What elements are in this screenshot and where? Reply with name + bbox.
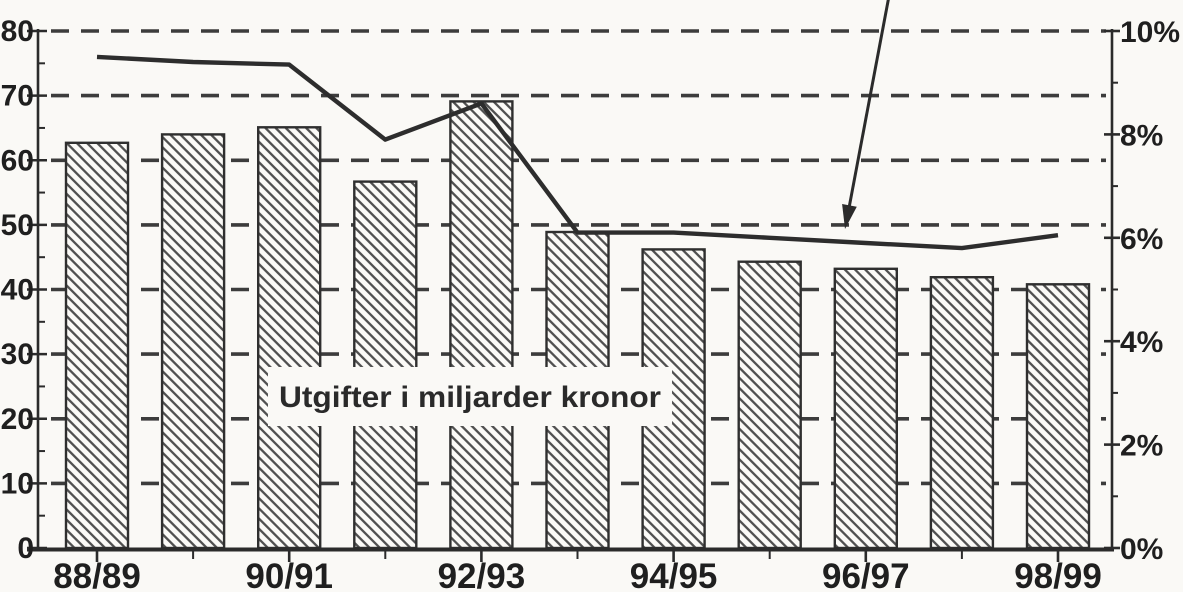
right-axis-tick-label: 0% bbox=[1120, 533, 1163, 566]
annotation-label-box: Utgifter i miljarder kronor bbox=[268, 367, 672, 426]
left-axis-tick-label: 50 bbox=[1, 209, 34, 242]
right-axis-tick-label: 8% bbox=[1120, 119, 1163, 152]
x-axis-tick-label: 96/97 bbox=[822, 557, 910, 592]
arrow-head bbox=[842, 204, 857, 229]
bar-95-96 bbox=[737, 260, 802, 550]
arrow-annotation bbox=[842, 0, 890, 229]
arrow-shaft bbox=[847, 0, 890, 211]
right-axis-tick-label: 2% bbox=[1120, 430, 1163, 463]
right-axis-tick-label: 6% bbox=[1120, 223, 1163, 256]
bar-92-93 bbox=[449, 100, 514, 550]
annotation-text: Utgifter i miljarder kronor bbox=[279, 381, 661, 414]
bar-series bbox=[64, 100, 1091, 550]
left-axis-tick-label: 10 bbox=[1, 467, 34, 500]
left-axis-tick-label: 70 bbox=[1, 80, 34, 113]
left-axis-tick-label: 30 bbox=[1, 338, 34, 371]
percent-line-series bbox=[96, 54, 1059, 251]
x-axis-tick-label: 90/91 bbox=[245, 557, 333, 592]
bar-90-91 bbox=[257, 126, 322, 550]
bar-97-98 bbox=[929, 276, 995, 550]
axes: 0 10 20 30 40 50 60 70 80 0% 2% 4% 6% 8% 10% 88/89 90/91… bbox=[1, 15, 1180, 592]
bar-98-99 bbox=[1025, 283, 1091, 550]
left-axis-tick-label: 20 bbox=[1, 403, 34, 436]
x-axis-tick-label: 98/99 bbox=[1014, 557, 1102, 592]
left-axis-tick-label: 40 bbox=[1, 274, 34, 307]
bar-91-92 bbox=[353, 180, 418, 550]
left-axis-tick-label: 0 bbox=[17, 532, 34, 565]
bar-88-89 bbox=[64, 141, 130, 550]
right-axis-tick-label: 10% bbox=[1120, 16, 1180, 49]
percent-line bbox=[96, 54, 1059, 251]
x-axis-tick-label: 94/95 bbox=[630, 557, 718, 592]
bar-96-97 bbox=[833, 267, 898, 550]
x-axis-tick-label: 88/89 bbox=[53, 557, 141, 592]
x-axis-tick-label: 92/93 bbox=[438, 557, 526, 592]
annotation-box-background bbox=[268, 367, 672, 426]
left-axis-tick-label: 80 bbox=[1, 15, 34, 48]
left-axis-tick-label: 60 bbox=[1, 144, 34, 177]
bar-89-90 bbox=[160, 133, 226, 550]
right-axis-tick-label: 4% bbox=[1120, 326, 1163, 359]
